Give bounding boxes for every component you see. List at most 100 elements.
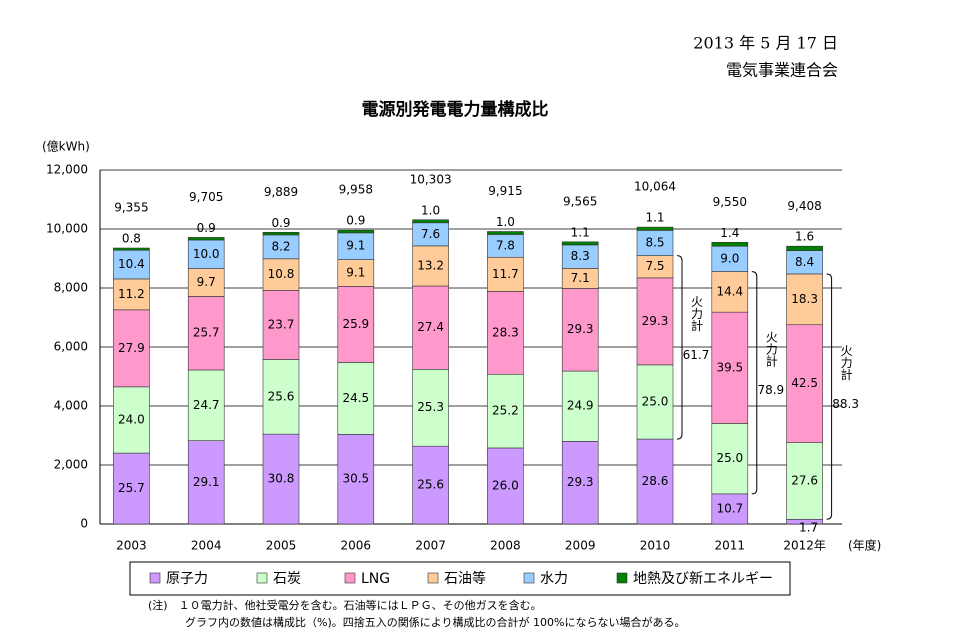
- total-label: 9,550: [713, 195, 747, 209]
- bar-segment: [187, 237, 225, 241]
- segment-label: 24.9: [567, 399, 594, 413]
- bar-segment: [711, 423, 749, 495]
- bar-segment: [412, 245, 449, 287]
- segment-label: 1.6: [795, 230, 814, 244]
- segment-label: 24.7: [193, 398, 220, 412]
- bar-segment: [337, 286, 375, 363]
- legend-label: 原子力: [166, 571, 208, 587]
- bar-segment: [636, 438, 674, 525]
- segment-label: 1.4: [720, 226, 739, 240]
- segment-label: 39.5: [716, 360, 743, 374]
- segment-label: 9.0: [720, 251, 739, 265]
- bar-segment: [487, 447, 524, 525]
- x-tick-label: 2004: [191, 539, 222, 553]
- bar-segment: [711, 493, 749, 525]
- y-tick-label: 6,000: [54, 340, 88, 354]
- segment-label: 26.0: [492, 478, 519, 492]
- fire-bracket: [826, 273, 833, 520]
- bar-segment: [561, 241, 599, 246]
- segment-label: 25.6: [417, 478, 444, 492]
- fire-value: 78.9: [757, 383, 784, 397]
- segment-label: 8.2: [271, 239, 290, 253]
- legend-label: LNG: [361, 571, 390, 587]
- x-tick-label: 2011: [715, 539, 746, 553]
- bar-segment: [262, 290, 300, 360]
- y-tick-label: 8,000: [54, 281, 88, 295]
- segment-label: 1.0: [421, 203, 440, 217]
- bar-segment: [113, 249, 150, 280]
- segment-label: 27.6: [791, 473, 818, 487]
- bar-segment: [487, 256, 524, 292]
- segment-label: 1.0: [496, 215, 515, 229]
- total-label: 9,565: [563, 194, 597, 208]
- legend-label: 石炭: [273, 571, 301, 587]
- segment-label: 25.2: [492, 404, 519, 418]
- segment-label: 11.2: [118, 287, 145, 301]
- segment-label: 25.9: [342, 317, 369, 331]
- segment-label: 25.7: [118, 481, 145, 495]
- bar-segment: [113, 386, 150, 454]
- segment-label: 10.0: [193, 247, 220, 261]
- date: 2013 年 5 月 17 日: [693, 34, 838, 53]
- segment-label: 8.4: [795, 255, 814, 269]
- segment-label: 10.8: [268, 267, 295, 281]
- x-tick-label: 2008: [490, 539, 521, 553]
- legend-label: 石油等: [444, 570, 486, 587]
- segment-label: 8.5: [645, 235, 664, 249]
- segment-label: 24.5: [342, 391, 369, 405]
- total-label: 9,958: [339, 183, 373, 197]
- segment-label: 1.1: [645, 211, 664, 225]
- y-axis-label: (億kWh): [42, 140, 90, 154]
- bar-segment: [561, 441, 599, 525]
- total-label: 9,355: [114, 201, 148, 215]
- total-label: 9,889: [264, 185, 298, 199]
- x-axis-label: (年度): [848, 538, 881, 553]
- segment-label: 7.6: [421, 227, 440, 241]
- bar-segment: [337, 362, 375, 435]
- segment-label: 25.7: [193, 326, 220, 340]
- bar-segment: [487, 373, 524, 449]
- legend-swatch: [256, 572, 268, 584]
- bar-segment: [786, 273, 823, 326]
- chart-title: 電源別発電電力量構成比: [362, 99, 549, 120]
- bar-segment: [187, 296, 225, 371]
- bar-segment: [711, 311, 749, 424]
- bar-segment: [113, 452, 150, 525]
- bar-segment: [711, 245, 749, 272]
- segment-label: 10.4: [118, 257, 145, 271]
- y-tick-label: 12,000: [46, 163, 88, 177]
- legend-swatch: [523, 572, 535, 584]
- y-tick-label: 2,000: [54, 458, 88, 472]
- bar-segment: [786, 245, 823, 251]
- y-tick-label: 4,000: [54, 399, 88, 413]
- bar-segment: [561, 370, 599, 442]
- segment-label: 11.7: [492, 267, 519, 281]
- bar-segment: [337, 434, 375, 525]
- legend-swatch: [149, 572, 161, 584]
- segment-label: 29.3: [567, 322, 594, 336]
- segment-label: 1.7: [799, 521, 818, 535]
- segment-label: 13.2: [417, 258, 444, 272]
- x-tick-label: 2007: [415, 539, 446, 553]
- segment-label: 9.1: [346, 265, 365, 279]
- bar-segment: [786, 324, 823, 443]
- legend-swatch: [427, 572, 439, 584]
- bar-segment: [262, 359, 300, 435]
- segment-label: 10.7: [716, 501, 743, 515]
- bar-segment: [636, 364, 674, 440]
- segment-label: 14.4: [716, 284, 743, 298]
- total-label: 10,064: [634, 180, 676, 194]
- x-tick-label: 2003: [116, 539, 147, 553]
- total-label: 9,408: [787, 199, 821, 213]
- bar-segment: [786, 442, 823, 520]
- segment-label: 29.3: [642, 314, 669, 328]
- bar-segment: [262, 433, 300, 525]
- segment-label: 9.1: [346, 239, 365, 253]
- fire-label: 火力計: [839, 345, 853, 381]
- segment-label: 28.3: [492, 325, 519, 339]
- segment-label: 25.6: [268, 389, 295, 403]
- segment-label: 28.6: [642, 474, 669, 488]
- organization: 電気事業連合会: [726, 61, 838, 80]
- segment-label: 0.8: [122, 232, 141, 246]
